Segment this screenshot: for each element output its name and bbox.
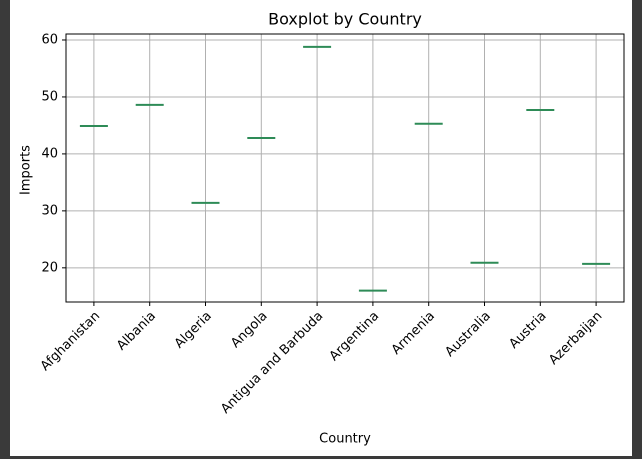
x-axis-label: Country <box>319 432 371 447</box>
plot-frame <box>65 33 625 303</box>
y-tick-label: 20 <box>41 260 58 275</box>
y-tick-label: 40 <box>41 146 58 161</box>
y-tick-label: 60 <box>41 32 58 47</box>
chart-title: Boxplot by Country <box>268 10 422 29</box>
y-tick-label: 50 <box>41 89 58 104</box>
figure-background <box>10 0 632 456</box>
y-axis-label: Imports <box>19 145 34 195</box>
y-tick-label: 30 <box>41 203 58 218</box>
